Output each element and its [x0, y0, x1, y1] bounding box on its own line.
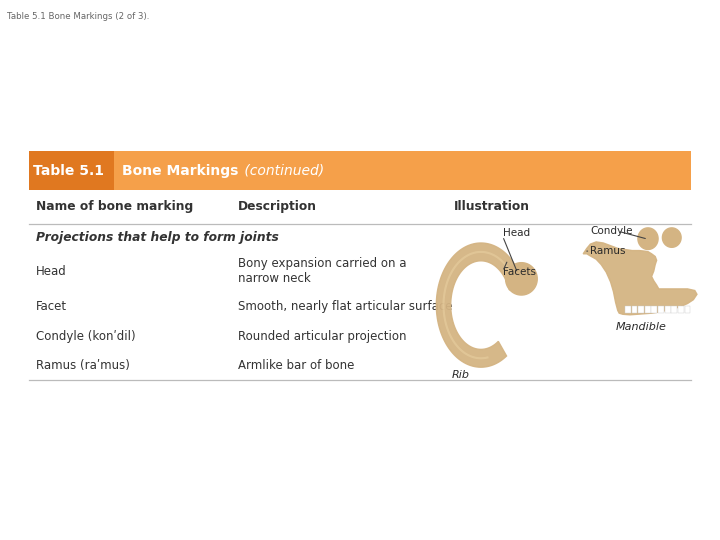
- Text: Armlike bar of bone: Armlike bar of bone: [238, 359, 354, 372]
- Text: Condyle: Condyle: [590, 226, 633, 236]
- Text: Description: Description: [238, 200, 317, 213]
- Polygon shape: [638, 228, 658, 249]
- Bar: [631, 306, 637, 313]
- FancyBboxPatch shape: [29, 151, 114, 190]
- Text: Facet: Facet: [36, 300, 67, 313]
- Polygon shape: [583, 242, 697, 315]
- Text: Facets: Facets: [503, 267, 536, 276]
- Text: Bone Markings: Bone Markings: [122, 164, 239, 178]
- Bar: [685, 306, 690, 313]
- Text: Rounded articular projection: Rounded articular projection: [238, 330, 406, 343]
- FancyBboxPatch shape: [29, 224, 691, 252]
- Text: Head: Head: [503, 228, 530, 238]
- Text: Ramus (raʹmus): Ramus (raʹmus): [36, 359, 130, 372]
- Text: Name of bone marking: Name of bone marking: [36, 200, 193, 213]
- Polygon shape: [505, 262, 537, 295]
- Text: (continued): (continued): [240, 164, 324, 178]
- Text: Table 5.1: Table 5.1: [33, 164, 104, 178]
- Polygon shape: [662, 228, 681, 247]
- Text: Smooth, nearly flat articular surface: Smooth, nearly flat articular surface: [238, 300, 452, 313]
- Text: Mandible: Mandible: [616, 322, 666, 332]
- Text: Rib: Rib: [451, 370, 469, 380]
- Text: Bony expansion carried on a
narrow neck: Bony expansion carried on a narrow neck: [238, 257, 406, 285]
- Text: Projections that help to form joints: Projections that help to form joints: [36, 231, 279, 244]
- FancyBboxPatch shape: [29, 190, 691, 224]
- Bar: [678, 306, 684, 313]
- Text: Table 5.1 Bone Markings (2 of 3).: Table 5.1 Bone Markings (2 of 3).: [7, 12, 150, 21]
- Bar: [665, 306, 670, 313]
- Text: Illustration: Illustration: [454, 200, 530, 213]
- Text: Condyle (konʹdil): Condyle (konʹdil): [36, 330, 135, 343]
- Bar: [638, 306, 644, 313]
- Bar: [652, 306, 657, 313]
- Polygon shape: [436, 243, 523, 367]
- Text: Ramus: Ramus: [590, 246, 626, 256]
- Text: Head: Head: [36, 265, 67, 278]
- Bar: [645, 306, 651, 313]
- Bar: [658, 306, 664, 313]
- Bar: [671, 306, 678, 313]
- Bar: [625, 306, 631, 313]
- FancyBboxPatch shape: [114, 151, 691, 190]
